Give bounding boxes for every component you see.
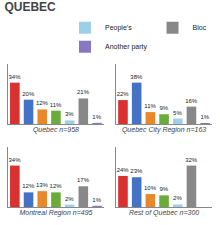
svg-text:16%: 16% xyxy=(185,98,198,104)
svg-text:10%: 10% xyxy=(144,185,157,191)
svg-text:2%: 2% xyxy=(173,195,182,201)
svg-text:2%: 2% xyxy=(65,196,74,202)
svg-text:Another party: Another party xyxy=(105,43,148,51)
svg-text:17%: 17% xyxy=(77,177,90,183)
svg-text:11%: 11% xyxy=(144,103,156,109)
svg-text:People's: People's xyxy=(105,24,132,32)
svg-text:32%: 32% xyxy=(185,157,198,163)
svg-text:21%: 21% xyxy=(77,89,90,95)
svg-text:QUEBEC: QUEBEC xyxy=(4,0,56,14)
svg-text:Montreal Region n=495: Montreal Region n=495 xyxy=(19,209,92,217)
svg-text:3%: 3% xyxy=(65,111,74,117)
svg-text:5%: 5% xyxy=(173,110,182,116)
svg-text:22%: 22% xyxy=(117,91,130,97)
svg-text:11%: 11% xyxy=(50,102,62,108)
svg-text:Quebec n=958: Quebec n=958 xyxy=(33,126,79,134)
svg-text:12%: 12% xyxy=(36,100,49,106)
svg-text:20%: 20% xyxy=(22,91,35,97)
svg-text:1%: 1% xyxy=(200,114,209,120)
svg-text:Rest of Quebec n=300: Rest of Quebec n=300 xyxy=(129,209,199,217)
svg-text:Bloc: Bloc xyxy=(193,24,207,31)
svg-text:12%: 12% xyxy=(50,183,63,189)
svg-text:1%: 1% xyxy=(92,197,101,203)
svg-text:1%: 1% xyxy=(92,114,101,120)
svg-text:34%: 34% xyxy=(9,157,22,163)
svg-text:23%: 23% xyxy=(130,168,143,174)
svg-text:34%: 34% xyxy=(9,74,22,80)
svg-text:38%: 38% xyxy=(130,74,143,80)
svg-text:9%: 9% xyxy=(159,105,168,111)
svg-text:Quebec City Region n=163: Quebec City Region n=163 xyxy=(122,126,206,134)
svg-text:9%: 9% xyxy=(159,186,168,192)
svg-text:24%: 24% xyxy=(117,167,130,173)
svg-text:13%: 13% xyxy=(36,182,49,188)
svg-text:12%: 12% xyxy=(22,183,35,189)
